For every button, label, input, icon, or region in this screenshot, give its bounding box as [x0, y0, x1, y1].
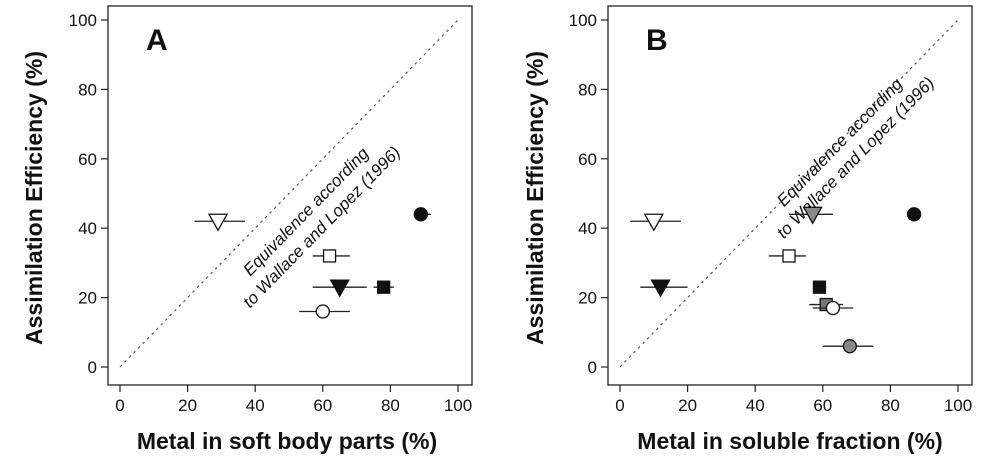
data-point-triangle — [329, 279, 350, 298]
y-tick-label: 40 — [578, 219, 597, 238]
data-point-square — [782, 249, 796, 263]
x-tick-label: 20 — [678, 396, 697, 415]
x-tick-label: 80 — [381, 396, 400, 415]
y-tick-label: 40 — [78, 219, 97, 238]
y-tick-label: 100 — [569, 11, 597, 30]
data-point-triangle — [207, 213, 229, 232]
panel-letter: B — [646, 24, 668, 57]
reference-line — [119, 19, 459, 368]
x-tick-label: 40 — [246, 396, 265, 415]
data-point-square — [376, 280, 391, 294]
data-point-circle — [413, 207, 428, 222]
plot-frame — [607, 5, 973, 386]
x-tick-label: 80 — [881, 396, 900, 415]
data-point-square — [812, 280, 827, 294]
plot-frame — [107, 5, 473, 386]
y-tick-label: 0 — [588, 358, 597, 377]
data-point-square — [322, 249, 337, 263]
panel-a: 0 20 40 60 80 100 0 20 40 60 80 100 Metal in soft bo… — [21, 5, 473, 454]
y-tick-label: 80 — [578, 80, 597, 99]
data-point-circle — [906, 207, 922, 222]
x-tick-label: 0 — [115, 396, 124, 415]
x-tick-label: 60 — [813, 396, 832, 415]
data-point-triangle — [643, 213, 664, 232]
y-tick-label: 80 — [78, 80, 97, 99]
y-tick-label: 20 — [78, 289, 97, 308]
x-tick-label: 100 — [944, 396, 972, 415]
x-tick-label: 40 — [746, 396, 765, 415]
x-tick-label: 60 — [313, 396, 332, 415]
y-tick-label: 60 — [578, 150, 597, 169]
x-tick-label: 20 — [178, 396, 197, 415]
data-point-circle — [315, 304, 330, 319]
y-axis-title: Assimilation Efficiency (%) — [21, 51, 47, 345]
annotation-line: Equivalence according — [773, 74, 906, 210]
y-tick-label: 100 — [69, 11, 97, 30]
y-tick-label: 0 — [88, 358, 97, 377]
y-tick-label: 20 — [578, 289, 597, 308]
x-tick-label: 0 — [615, 396, 624, 415]
x-axis-title: Metal in soluble fraction (%) — [637, 428, 942, 454]
x-axis-title: Metal in soft body parts (%) — [137, 428, 437, 454]
y-axis-title: Assimilation Efficiency (%) — [522, 51, 548, 345]
annotation-line: Equivalence according — [239, 144, 372, 280]
data-point-circle — [842, 339, 857, 354]
data-point-triangle — [650, 279, 671, 298]
x-tick-label: 100 — [444, 396, 472, 415]
data-point-triangle — [802, 206, 823, 225]
panel-letter: A — [146, 24, 168, 57]
reference-line — [619, 19, 959, 368]
y-tick-label: 60 — [78, 150, 97, 169]
data-point-circle — [825, 300, 841, 316]
